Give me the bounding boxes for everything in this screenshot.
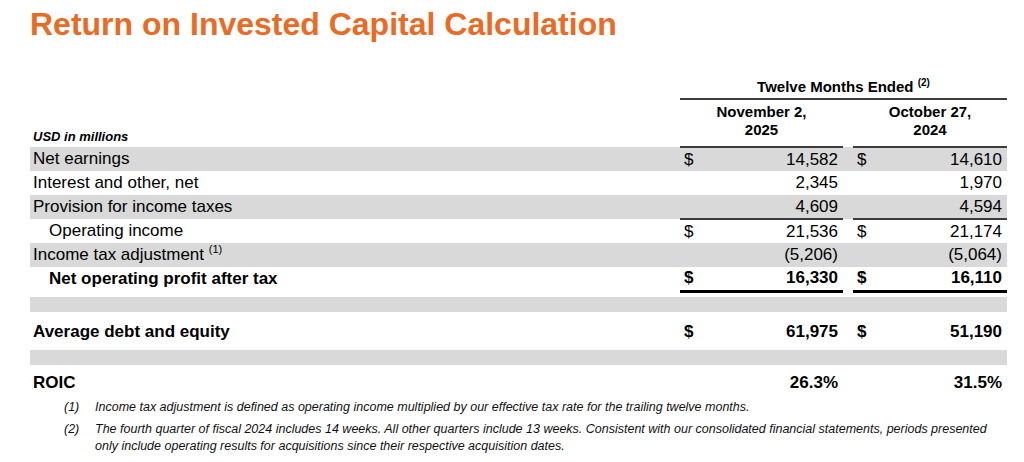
- roic-table: Twelve Months Ended (2) USD in millions …: [30, 76, 1007, 395]
- currency-symbol: [680, 171, 706, 195]
- currency-symbol: [853, 195, 879, 219]
- row-value: 14,582: [706, 147, 843, 171]
- column-gap: [843, 243, 853, 267]
- table-row-net-operating-profit-after-tax: Net operating profit after tax $ 16,330 …: [30, 267, 1007, 291]
- row-label: Operating income: [30, 219, 680, 243]
- currency-symbol: [853, 371, 879, 395]
- row-footnote-ref: (1): [209, 243, 222, 255]
- row-label: Provision for income taxes: [30, 195, 680, 219]
- column-header-line2: 2024: [853, 121, 1007, 138]
- row-value: 14,610: [879, 147, 1007, 171]
- row-label: ROIC: [30, 371, 680, 395]
- row-value: 26.3%: [706, 371, 843, 395]
- roic-table-grid: Twelve Months Ended (2) USD in millions …: [30, 76, 1007, 395]
- currency-symbol: $: [853, 320, 879, 344]
- table-row-income-tax-adjustment: Income tax adjustment (1) (5,206) (5,064…: [30, 243, 1007, 267]
- currency-symbol: [853, 171, 879, 195]
- spacer-row: [30, 312, 1007, 320]
- footnote-marker: (1): [64, 399, 95, 415]
- table-row-operating-income: Operating income $ 21,536 $ 21,174: [30, 219, 1007, 243]
- period-footnote-ref: (2): [918, 77, 930, 88]
- table-row-roic: ROIC 26.3% 31.5%: [30, 371, 1007, 395]
- column-header-line1: October 27,: [853, 103, 1007, 120]
- row-value: 1,970: [879, 171, 1007, 195]
- column-gap: [843, 147, 853, 171]
- table-row-average-debt-and-equity: Average debt and equity $ 61,975 $ 51,19…: [30, 320, 1007, 344]
- spacer-row-shaded: [30, 350, 1007, 365]
- period-header: Twelve Months Ended (2): [680, 76, 1007, 99]
- column-header-2025: November 2, 2025: [680, 99, 843, 147]
- row-value: 51,190: [879, 320, 1007, 344]
- row-value: (5,064): [879, 243, 1007, 267]
- column-header-row: USD in millions November 2, 2025 October…: [30, 99, 1007, 147]
- units-label: USD in millions: [30, 99, 680, 147]
- row-value: (5,206): [706, 243, 843, 267]
- row-value: 61,975: [706, 320, 843, 344]
- page-title: Return on Invested Capital Calculation: [30, 6, 617, 43]
- row-value: 4,594: [879, 195, 1007, 219]
- currency-symbol: [680, 371, 706, 395]
- period-header-row: Twelve Months Ended (2): [30, 76, 1007, 99]
- row-label: Income tax adjustment (1): [30, 243, 680, 267]
- column-gap: [843, 171, 853, 195]
- currency-symbol: $: [680, 219, 706, 243]
- row-value: 4,609: [706, 195, 843, 219]
- column-header-line1: November 2,: [680, 103, 843, 120]
- currency-symbol: $: [680, 267, 706, 291]
- column-header-2024: October 27, 2024: [853, 99, 1007, 147]
- row-label: Average debt and equity: [30, 320, 680, 344]
- row-label: Net earnings: [30, 147, 680, 171]
- header-spacer: [30, 76, 680, 99]
- row-label-text: Income tax adjustment: [33, 245, 204, 264]
- row-value: 21,536: [706, 219, 843, 243]
- footnote-text: Income tax adjustment is defined as oper…: [95, 399, 1012, 415]
- footnote-text: The fourth quarter of fiscal 2024 includ…: [95, 421, 1012, 454]
- table-row-provision-income-taxes: Provision for income taxes 4,609 4,594: [30, 195, 1007, 219]
- table-row-net-earnings: Net earnings $ 14,582 $ 14,610: [30, 147, 1007, 171]
- column-gap: [843, 267, 853, 291]
- row-value: 2,345: [706, 171, 843, 195]
- footnotes: (1) Income tax adjustment is defined as …: [64, 399, 1012, 460]
- footnote: (2) The fourth quarter of fiscal 2024 in…: [64, 421, 1012, 454]
- currency-symbol: [853, 243, 879, 267]
- column-gap: [843, 219, 853, 243]
- currency-symbol: $: [853, 219, 879, 243]
- column-gap: [843, 320, 853, 344]
- column-gap: [843, 371, 853, 395]
- column-header-line2: 2025: [680, 121, 843, 138]
- footnote: (1) Income tax adjustment is defined as …: [64, 399, 1012, 415]
- currency-symbol: $: [680, 147, 706, 171]
- row-value: 16,110: [879, 267, 1007, 291]
- currency-symbol: $: [680, 320, 706, 344]
- period-header-text: Twelve Months Ended: [757, 78, 913, 95]
- row-value: 21,174: [879, 219, 1007, 243]
- row-value: 16,330: [706, 267, 843, 291]
- currency-symbol: [680, 243, 706, 267]
- row-label: Net operating profit after tax: [30, 267, 680, 291]
- currency-symbol: $: [853, 147, 879, 171]
- table-row-interest-and-other: Interest and other, net 2,345 1,970: [30, 171, 1007, 195]
- row-label: Interest and other, net: [30, 171, 680, 195]
- footnote-marker: (2): [64, 421, 95, 454]
- column-gap: [843, 99, 853, 147]
- currency-symbol: $: [853, 267, 879, 291]
- currency-symbol: [680, 195, 706, 219]
- spacer-row-shaded: [30, 297, 1007, 312]
- row-value: 31.5%: [879, 371, 1007, 395]
- roic-calculation-page: Return on Invested Capital Calculation T…: [0, 0, 1024, 462]
- column-gap: [843, 195, 853, 219]
